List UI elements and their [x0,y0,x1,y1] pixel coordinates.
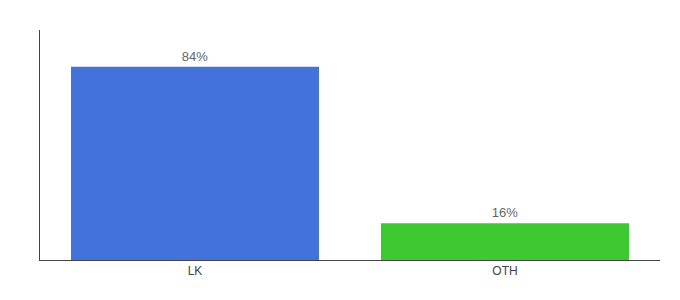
svg-text:LK: LK [188,264,203,278]
svg-text:16%: 16% [492,205,518,220]
svg-text:84%: 84% [182,49,208,64]
svg-text:OTH: OTH [492,264,517,278]
